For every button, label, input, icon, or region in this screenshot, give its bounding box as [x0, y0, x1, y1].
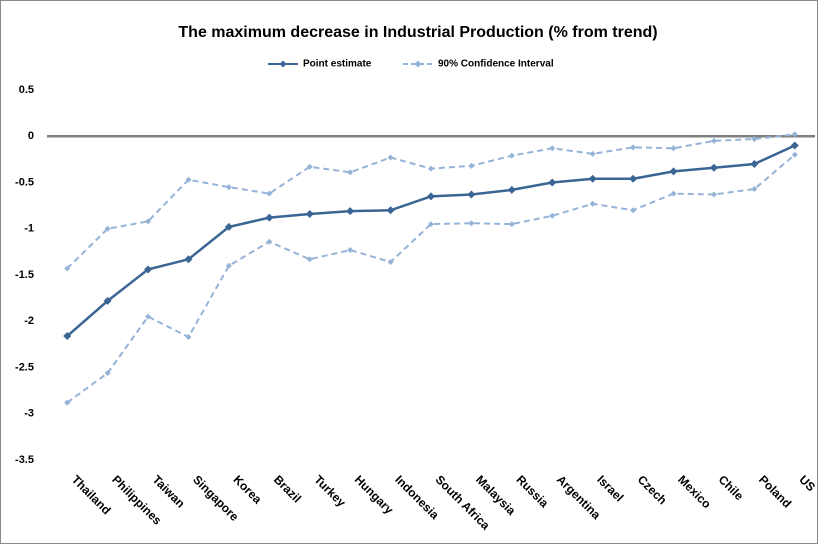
ci-line-marker	[145, 218, 152, 225]
ci-line-marker	[347, 247, 354, 254]
estimate-line-marker	[507, 185, 516, 194]
ci-line-marker	[428, 165, 434, 172]
ci-line-marker	[468, 220, 475, 227]
y-tick-label: 0.5	[19, 84, 34, 96]
estimate-line-marker	[629, 174, 638, 183]
ci-line-marker	[670, 190, 677, 197]
chart-title: The maximum decrease in Industrial Produ…	[178, 24, 657, 41]
estimate-line-marker	[224, 222, 233, 231]
y-tick-label: -3	[24, 408, 34, 420]
ci-line-marker	[185, 176, 192, 183]
ci-line-marker	[751, 185, 758, 192]
ci-line-marker	[508, 221, 515, 228]
ci-line-marker	[549, 145, 556, 152]
estimate-line-marker	[709, 163, 718, 172]
ci-line-marker	[710, 191, 717, 198]
ci-line-marker	[549, 212, 556, 219]
ci-line-marker	[185, 333, 192, 340]
ci-line-marker	[428, 221, 434, 228]
estimate-line-marker	[386, 206, 395, 215]
ci-line-marker	[266, 190, 273, 197]
ci-line-marker	[266, 238, 273, 245]
ci-line-marker	[791, 151, 798, 158]
ci-line-marker	[387, 154, 394, 161]
estimate-line-marker	[265, 213, 274, 222]
ci-line-marker	[630, 207, 637, 214]
estimate-line-marker	[790, 141, 799, 150]
y-tick-label: -3.5	[15, 454, 34, 466]
ci-line-marker	[387, 259, 394, 266]
estimate-line-marker	[346, 207, 355, 216]
ci-line-marker	[508, 152, 515, 159]
estimate-line-marker	[103, 296, 112, 305]
ci-line-marker	[670, 145, 677, 152]
y-tick-label: -1	[24, 223, 34, 235]
y-tick-label: -1.5	[15, 269, 34, 281]
legend-marker	[414, 60, 422, 68]
ci-line-marker	[64, 265, 71, 272]
legend-label: Point estimate	[303, 59, 372, 70]
estimate-line-marker	[305, 209, 314, 218]
y-tick-label: 0	[28, 130, 34, 142]
estimate-line-marker	[427, 192, 435, 201]
ci-line-marker	[64, 399, 71, 406]
ci-line-marker	[225, 184, 232, 191]
ci-line-marker	[225, 262, 232, 269]
ci-line-marker	[104, 225, 111, 232]
ci-line-marker	[751, 136, 758, 143]
y-tick-label: -2.5	[15, 361, 34, 373]
estimate-line-marker	[144, 265, 153, 274]
ci-line-marker	[589, 150, 596, 157]
estimate-line-marker	[548, 178, 557, 187]
legend-label: 90% Confidence Interval	[438, 59, 554, 70]
ci-line-marker	[306, 163, 313, 170]
ci-line-marker	[104, 370, 111, 377]
ci-line-marker	[347, 169, 354, 176]
estimate-line-marker	[63, 332, 72, 341]
estimate-line-marker	[184, 255, 193, 264]
legend-marker	[279, 60, 287, 68]
estimate-line-marker	[467, 190, 476, 199]
y-tick-label: -0.5	[15, 176, 34, 188]
estimate-line-marker	[669, 167, 678, 176]
estimate-line-marker	[750, 160, 759, 168]
y-tick-label: -2	[24, 315, 34, 327]
ci-line-marker	[468, 162, 475, 169]
ci-line-marker	[791, 131, 798, 138]
ci-line-marker	[710, 137, 717, 144]
ci-line-marker	[145, 313, 152, 320]
ci-line-marker	[306, 256, 313, 263]
ci-line-marker	[589, 200, 596, 207]
ci-line-marker	[630, 144, 637, 151]
estimate-line-marker	[588, 174, 597, 183]
